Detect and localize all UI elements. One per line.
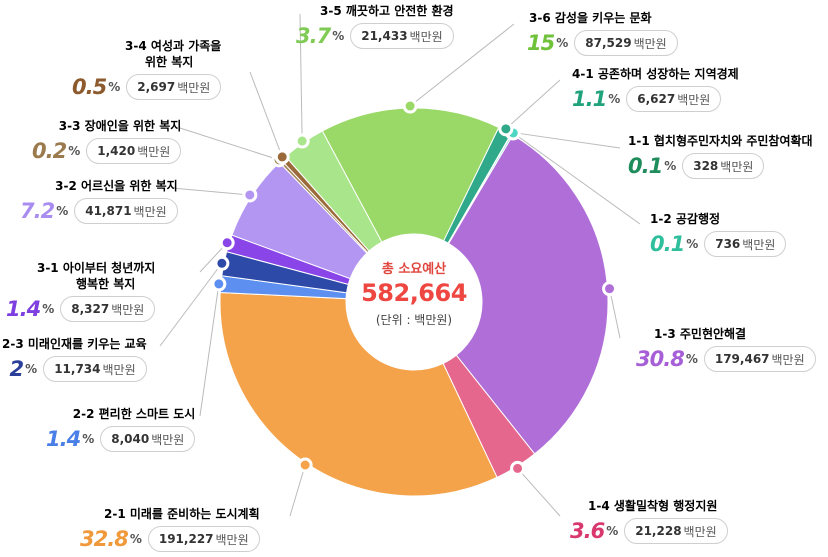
leader-line (299, 13, 303, 142)
slice-marker-dot (510, 460, 526, 476)
label-percent: 1.1 (572, 87, 607, 111)
label-3-5: 3-5 깨끗하고 안전한 환경 3.7% 21,433 백만원 (296, 4, 454, 49)
marker-dots (211, 98, 618, 476)
label-title: 1-3 주민현안해결 (654, 327, 747, 341)
total-budget-label: 총 소요예산 (381, 262, 447, 277)
amount-pill: 1,420 백만원 (86, 138, 182, 164)
leader-line (505, 79, 561, 130)
amount-pill: 328 백만원 (682, 153, 765, 179)
label-title: 1-4 생활밀착형 행정지원 (588, 499, 718, 513)
label-title-line2: 행복한 복지 (75, 277, 136, 291)
amount-pill: 21,433 백만원 (350, 23, 454, 49)
label-title-line2: 위한 복지 (144, 55, 194, 69)
label-3-4: 3-4 여성과 가족을 위한 복지 0.5% 2,697 백만원 (72, 39, 222, 100)
slice-marker-dot (402, 98, 418, 114)
label-percent: 0.5 (72, 75, 107, 99)
donut-slices (219, 107, 609, 497)
slice-marker-dot (219, 235, 235, 251)
label-title: 4-1 공존하며 성장하는 지역경제 (572, 67, 739, 81)
slice-marker-dot (294, 133, 310, 149)
amount-pill: 736 백만원 (704, 231, 787, 257)
leader-line (512, 131, 621, 149)
donut-hole (346, 234, 482, 370)
label-2-3: 2-3 미래인재를 키우는 교육 2% 11,734 백만원 (2, 337, 147, 382)
label-percent: 32.8 (80, 527, 129, 551)
label-percent: 15 (527, 31, 555, 55)
amount-pill: 8,327 백만원 (60, 296, 156, 322)
label-3-3: 3-3 장애인을 위한 복지 0.2% 1,420 백만원 (32, 119, 182, 164)
amount-pill: 6,627 백만원 (626, 86, 722, 112)
donut-center: 총 소요예산 582,664 (단위 : 백만원) (339, 258, 489, 328)
label-title: 2-3 미래인재를 키우는 교육 (2, 337, 147, 351)
total-budget-value: 582,664 (361, 279, 467, 307)
slice-marker-dot (498, 121, 514, 137)
leader-line (512, 132, 641, 225)
label-title: 3-6 감성을 키우는 문화 (529, 11, 652, 25)
amount-pill: 21,228 백만원 (624, 518, 728, 544)
label-2-2: 2-2 편리한 스마트 도시 1.4% 8,040 백만원 (46, 407, 196, 452)
label-title: 1-1 협치형주민자치와 주민참여확대 (628, 134, 813, 148)
leader-line (517, 468, 561, 517)
amount-pill: 2,697 백만원 (126, 74, 222, 100)
slice-marker-dot (602, 281, 618, 297)
amount-pill: 87,529 백만원 (574, 30, 678, 56)
label-4-1: 4-1 공존하며 성장하는 지역경제 1.1% 6,627 백만원 (572, 67, 739, 112)
leader-line (179, 127, 280, 161)
amount-pill: 191,227 백만원 (147, 526, 260, 552)
label-1-3: 1-3 주민현안해결 30.8% 179,467 백만원 (636, 326, 816, 372)
label-title: 3-3 장애인을 위한 복지 (58, 119, 182, 133)
slice-marker-dot (211, 276, 227, 292)
label-title-line1: 3-4 여성과 가족을 (125, 39, 222, 53)
label-3-2: 3-2 어르신을 위한 복지 7.2% 41,871 백만원 (20, 179, 178, 224)
label-percent: 0.2 (32, 139, 67, 163)
label-percent: 3.7 (296, 24, 331, 48)
slice-marker-dot (297, 457, 313, 473)
label-percent: 3.6 (570, 519, 605, 543)
label-1-2: 1-2 공감행정 0.1% 736 백만원 (650, 211, 787, 257)
label-percent: 0.1 (650, 232, 685, 256)
amount-pill: 41,871 백만원 (74, 198, 178, 224)
label-title: 2-2 편리한 스마트 도시 (72, 407, 196, 421)
slice-marker-dot (274, 149, 290, 165)
label-title: 3-5 깨끗하고 안전한 환경 (320, 4, 454, 18)
label-percent: 7.2 (20, 199, 55, 223)
label-percent: 0.1 (628, 154, 663, 178)
label-1-4: 1-4 생활밀착형 행정지원 3.6% 21,228 백만원 (570, 498, 728, 544)
label-title: 1-2 공감행정 (650, 212, 721, 226)
leader-line (249, 71, 283, 158)
amount-pill: 179,467 백만원 (703, 346, 816, 372)
leader-line (289, 464, 306, 517)
label-3-6: 3-6 감성을 키우는 문화 15% 87,529 백만원 (527, 10, 678, 56)
label-title-line1: 3-1 아이부터 청년까지 (36, 261, 156, 275)
label-percent: 30.8 (636, 347, 685, 371)
label-percent: 2 (9, 357, 25, 381)
slice-marker-dot (214, 255, 230, 271)
label-percent: 1.4 (46, 427, 81, 451)
label-title: 3-2 어르신을 위한 복지 (55, 179, 178, 193)
slice-marker-dot (242, 187, 258, 203)
total-budget-unit: (단위 : 백만원) (375, 313, 453, 327)
leader-line (609, 288, 621, 339)
label-percent: 1.4 (6, 297, 41, 321)
leader-line (409, 23, 515, 107)
label-1-1: 1-1 협치형주민자치와 주민참여확대 0.1% 328 백만원 (628, 134, 813, 179)
leader-line (159, 262, 223, 347)
leader-line (199, 283, 220, 417)
label-2-1: 2-1 미래를 준비하는 도시계획 32.8% 191,227 백만원 (80, 507, 260, 552)
leader-line (171, 187, 250, 196)
amount-pill: 8,040 백만원 (100, 426, 196, 452)
amount-pill: 11,734 백만원 (43, 356, 147, 382)
label-title: 2-1 미래를 준비하는 도시계획 (103, 507, 260, 521)
label-3-1: 3-1 아이부터 청년까지 행복한 복지 1.4% 8,327 백만원 (6, 261, 156, 322)
